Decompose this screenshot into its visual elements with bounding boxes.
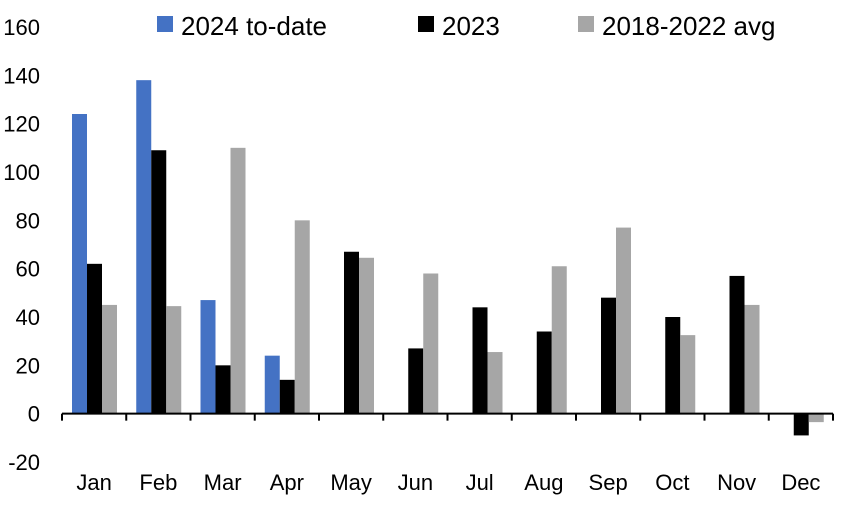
bar-jul-series-2	[487, 352, 503, 414]
legend-item: 2018-2022 avg	[578, 11, 775, 41]
y-tick-label: 100	[3, 160, 40, 185]
x-tick-label: Jul	[466, 470, 494, 495]
bar-apr-series-2	[294, 220, 310, 414]
bar-jun-series-1	[408, 348, 424, 414]
legend-item: 2023	[418, 11, 500, 41]
bar-dec-series-2	[808, 413, 824, 423]
y-tick-label: 40	[16, 305, 40, 330]
bars	[72, 80, 824, 436]
legend-label: 2018-2022 avg	[602, 11, 775, 41]
x-tick-label: Feb	[139, 470, 177, 495]
x-tick-label: Dec	[781, 470, 820, 495]
bar-dec-series-1	[793, 413, 809, 436]
bar-jan-series-2	[102, 304, 117, 414]
bar-jan-series-1	[87, 263, 102, 414]
x-axis	[61, 412, 834, 421]
x-tick-label: Jun	[398, 470, 433, 495]
x-tick-label: Sep	[589, 470, 628, 495]
y-tick-label: -20	[8, 450, 40, 475]
bar-aug-series-1	[536, 331, 552, 414]
bar-oct-series-1	[665, 317, 681, 414]
x-tick-label: Nov	[717, 470, 756, 495]
bar-jan-series-0	[72, 114, 87, 414]
y-tick-label: 160	[3, 15, 40, 40]
y-axis-ticks: -20 0 20 40 60 80 100 120 140 160	[3, 15, 40, 475]
bar-sep-series-1	[601, 297, 616, 414]
x-axis-labels: Jan Feb Mar Apr May Jun Jul Aug Sep Oct Nov Dec	[76, 470, 820, 495]
bar-nov-series-2	[744, 304, 760, 414]
bar-sep-series-2	[616, 227, 631, 414]
y-tick-label: 60	[16, 257, 40, 282]
bar-feb-series-2	[166, 306, 182, 414]
x-tick-label: Apr	[270, 470, 304, 495]
x-tick-label: Oct	[655, 470, 689, 495]
bar-may-series-1	[344, 251, 359, 414]
legend: 2024 to-date 2023 2018-2022 avg	[157, 11, 775, 41]
bar-nov-series-1	[729, 275, 745, 414]
bar-apr-series-0	[264, 355, 280, 414]
bar-mar-series-1	[215, 365, 231, 414]
bar-aug-series-2	[551, 266, 567, 414]
bar-oct-series-2	[680, 335, 696, 414]
bar-may-series-2	[359, 257, 374, 414]
y-tick-label: 20	[16, 353, 40, 378]
bar-mar-series-0	[200, 300, 216, 414]
bar-jul-series-1	[472, 307, 488, 414]
y-tick-label: 80	[16, 208, 40, 233]
y-tick-label: 140	[3, 63, 40, 88]
y-tick-label: 0	[28, 402, 40, 427]
bar-feb-series-1	[151, 150, 167, 414]
legend-swatch	[157, 16, 173, 32]
bar-mar-series-2	[230, 147, 246, 414]
bar-feb-series-0	[136, 80, 152, 414]
legend-label: 2023	[442, 11, 500, 41]
legend-swatch	[578, 16, 594, 32]
x-tick-label: May	[330, 470, 372, 495]
x-tick-label: Jan	[76, 470, 111, 495]
legend-swatch	[418, 16, 434, 32]
x-tick-label: Mar	[204, 470, 242, 495]
bar-apr-series-1	[279, 379, 295, 414]
legend-item: 2024 to-date	[157, 11, 327, 41]
x-tick-label: Aug	[524, 470, 563, 495]
legend-label: 2024 to-date	[181, 11, 327, 41]
bar-jun-series-2	[423, 273, 439, 414]
y-tick-label: 120	[3, 112, 40, 137]
